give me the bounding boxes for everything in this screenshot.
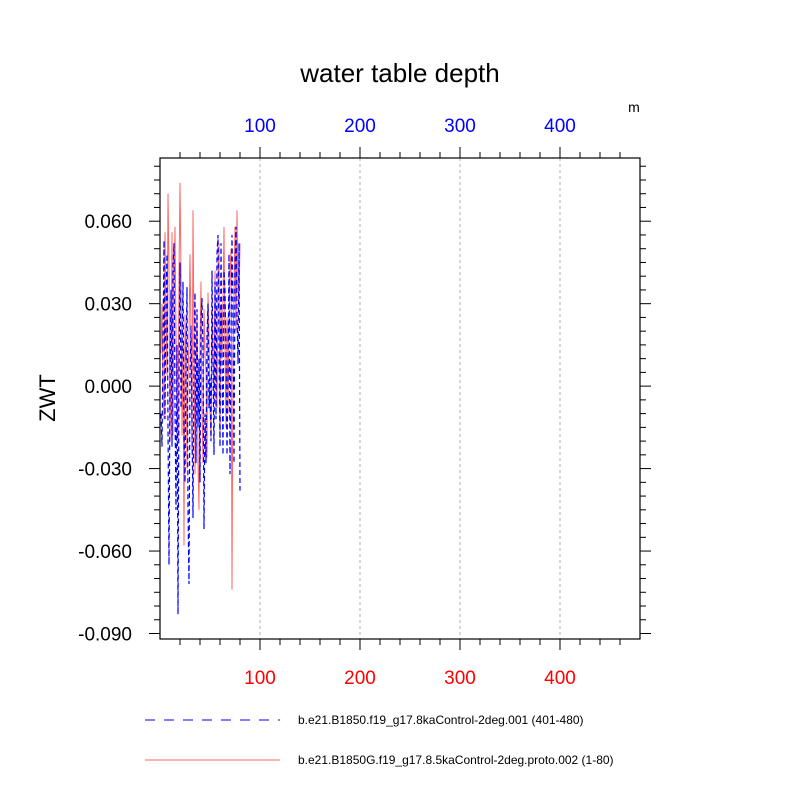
chart-title: water table depth <box>299 58 499 88</box>
x-top-tick-label-1: 200 <box>344 116 376 137</box>
y-tick-label-1: -0.060 <box>78 542 132 563</box>
y-tick-label-3: 0.000 <box>84 377 132 398</box>
y-axis-label: ZWT <box>35 374 60 422</box>
x-bottom-tick-label-3: 400 <box>544 668 576 689</box>
x-top-tick-label-0: 100 <box>244 116 276 137</box>
series-line-0 <box>160 226 241 615</box>
x-top-tick-label-3: 400 <box>544 116 576 137</box>
y-tick-label-0: -0.090 <box>78 625 132 646</box>
series-lines <box>160 182 241 615</box>
x-bottom-tick-label-0: 100 <box>244 668 276 689</box>
top-axis-unit: m <box>628 99 640 115</box>
x-bottom-tick-label-2: 300 <box>444 668 476 689</box>
legend: b.e21.B1850.f19_g17.8kaControl-2deg.001 … <box>145 713 614 767</box>
x-top-tick-label-2: 300 <box>444 116 476 137</box>
grid-lines <box>259 158 561 639</box>
legend-label-0: b.e21.B1850.f19_g17.8kaControl-2deg.001 … <box>298 713 584 727</box>
y-tick-label-5: 0.060 <box>84 212 132 233</box>
series-line-1 <box>160 182 241 590</box>
x-bottom-tick-label-1: 200 <box>344 668 376 689</box>
axis-ticks <box>149 147 651 650</box>
legend-label-1: b.e21.B1850G.f19_g17.8.5kaControl-2deg.p… <box>298 753 614 767</box>
y-tick-label-4: 0.030 <box>84 295 132 316</box>
tick-labels: 100 100 200 200 300 300 400 400 -0.090 -0.060 -0.0… <box>78 116 576 689</box>
y-tick-label-2: -0.030 <box>78 460 132 481</box>
